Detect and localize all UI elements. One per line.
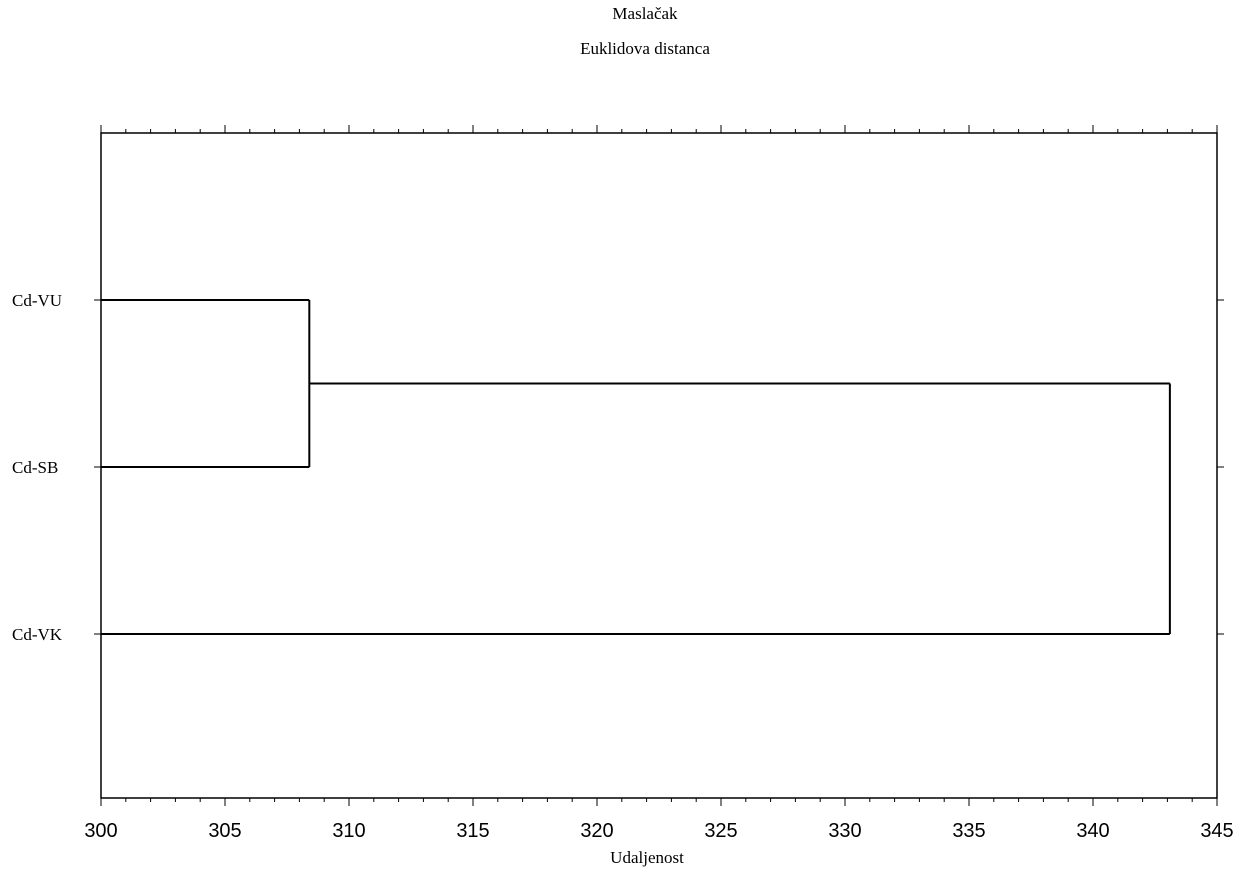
x-tick-label: 325 bbox=[704, 820, 737, 842]
dendrogram-branches bbox=[101, 299, 1171, 635]
x-tick-label: 320 bbox=[580, 820, 613, 842]
chart-title: Maslačak bbox=[612, 4, 678, 23]
x-tick-label: 335 bbox=[952, 820, 985, 842]
x-tick-label: 340 bbox=[1076, 820, 1109, 842]
leaf-label: Cd-VK bbox=[12, 625, 63, 644]
chart-subtitle: Euklidova distanca bbox=[580, 39, 710, 58]
x-tick-label: 305 bbox=[208, 820, 241, 842]
x-tick-label: 345 bbox=[1200, 820, 1233, 842]
x-axis-ticks bbox=[94, 125, 1224, 806]
x-tick-label: 310 bbox=[332, 820, 365, 842]
x-tick-label: 300 bbox=[84, 820, 117, 842]
x-axis-tick-labels: 300 305 310 315 320 325 330 335 340 345 bbox=[84, 820, 1233, 842]
x-axis-label: Udaljenost bbox=[610, 848, 684, 867]
leaf-label: Cd-VU bbox=[12, 291, 62, 310]
leaf-labels: Cd-VU Cd-SB Cd-VK bbox=[12, 291, 63, 644]
plot-frame bbox=[100, 132, 1218, 799]
leaf-label: Cd-SB bbox=[12, 458, 58, 477]
x-tick-label: 315 bbox=[456, 820, 489, 842]
x-tick-label: 330 bbox=[828, 820, 861, 842]
